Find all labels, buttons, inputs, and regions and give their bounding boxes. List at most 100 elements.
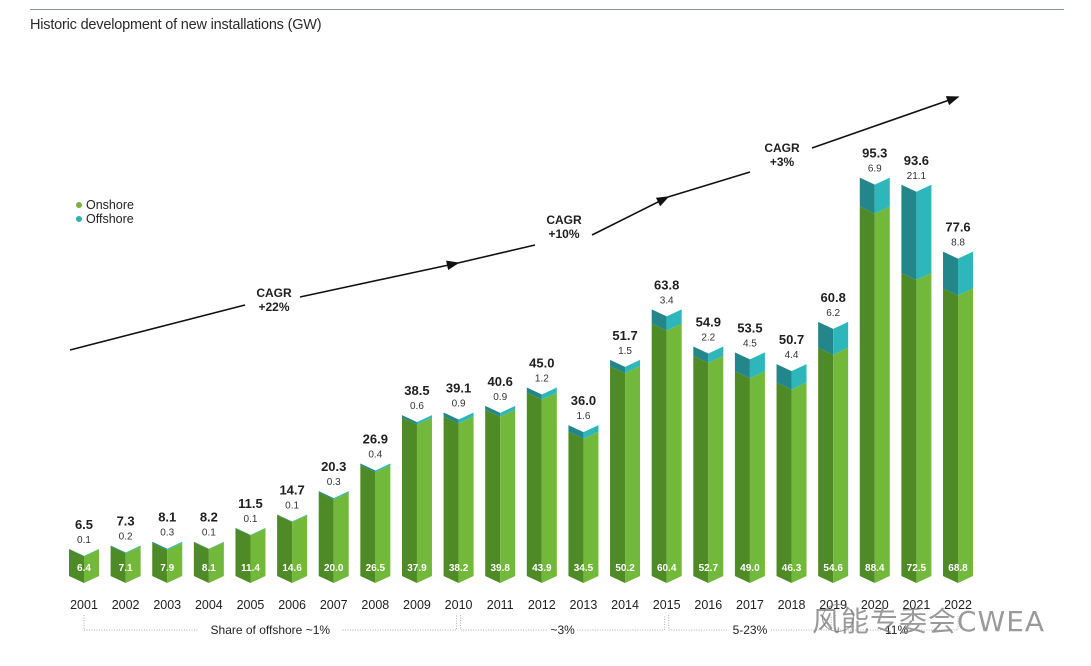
bar-2011: 40.6 0.9 39.8 2011 xyxy=(485,374,516,612)
bar-2016: 54.9 2.2 52.7 2016 xyxy=(693,315,724,612)
cagr-annotation: CAGR+3% xyxy=(667,96,960,198)
total-value-label: 40.6 xyxy=(488,374,513,389)
total-value-label: 36.0 xyxy=(571,393,596,408)
onshore-value-label: 52.7 xyxy=(699,563,719,574)
onshore-value-label: 54.6 xyxy=(823,563,843,574)
offshore-bar-left-face xyxy=(734,352,750,379)
cagr-value: +10% xyxy=(548,227,579,241)
onshore-bar-right-face xyxy=(208,542,224,583)
offshore-bar-right-face xyxy=(541,387,557,400)
offshore-bar-right-face xyxy=(84,548,99,557)
onshore-bar-left-face xyxy=(610,366,626,583)
offshore-value-label: 8.8 xyxy=(951,238,965,249)
offshore-bar-left-face xyxy=(818,321,834,355)
offshore-value-label: 0.1 xyxy=(77,535,91,546)
cagr-arrow-line xyxy=(69,304,246,351)
offshore-value-label: 6.9 xyxy=(868,164,882,175)
offshore-value-label: 1.5 xyxy=(618,346,632,357)
offshore-bar-left-face xyxy=(693,346,709,363)
total-value-label: 39.1 xyxy=(446,381,471,396)
offshore-bar-right-face xyxy=(916,184,932,280)
bracket-line-right xyxy=(577,615,666,631)
onshore-value-label: 8.1 xyxy=(202,563,216,574)
total-value-label: 53.5 xyxy=(737,320,762,335)
onshore-bar-left-face xyxy=(734,371,750,583)
offshore-bar-right-face xyxy=(500,405,516,417)
year-tick-label: 2014 xyxy=(611,598,639,612)
year-tick-label: 2009 xyxy=(403,598,431,612)
offshore-bar-left-face xyxy=(526,387,542,400)
offshore-bar-right-face xyxy=(708,346,724,363)
offshore-bar-left-face xyxy=(401,415,417,425)
total-value-label: 54.9 xyxy=(696,315,721,330)
offshore-bar-left-face xyxy=(651,309,667,331)
bar-2005: 11.5 0.1 11.4 2005 xyxy=(235,496,266,612)
year-tick-label: 2011 xyxy=(487,598,514,612)
onshore-value-label: 60.4 xyxy=(657,563,677,574)
onshore-value-label: 14.6 xyxy=(282,563,302,574)
bar-2022: 77.6 8.8 68.8 2022 xyxy=(943,220,974,612)
bracket-line-left xyxy=(460,615,549,631)
year-tick-label: 2015 xyxy=(653,598,681,612)
onshore-value-label: 26.5 xyxy=(366,563,386,574)
offshore-value-label: 4.4 xyxy=(785,350,799,361)
offshore-value-label: 2.2 xyxy=(701,333,715,344)
year-tick-label: 2017 xyxy=(736,598,764,612)
onshore-bar-right-face xyxy=(292,514,308,583)
total-value-label: 8.1 xyxy=(158,510,176,525)
offshore-share-bracket: ~3% xyxy=(460,615,666,637)
cagr-arrow-head xyxy=(591,196,670,236)
year-tick-label: 2018 xyxy=(778,598,806,612)
cagr-label: CAGR xyxy=(764,141,800,155)
onshore-value-label: 11.4 xyxy=(241,563,260,574)
onshore-value-label: 6.4 xyxy=(77,563,91,574)
year-tick-label: 2020 xyxy=(861,598,889,612)
onshore-value-label: 49.0 xyxy=(740,563,760,574)
onshore-bar-left-face xyxy=(859,206,875,583)
offshore-value-label: 0.1 xyxy=(202,528,216,539)
total-value-label: 14.7 xyxy=(279,483,304,498)
onshore-bar-right-face xyxy=(375,465,391,583)
bar-2006: 14.7 0.1 14.6 2006 xyxy=(277,483,308,612)
offshore-value-label: 0.1 xyxy=(244,514,258,525)
offshore-bar-right-face xyxy=(167,541,183,550)
onshore-bar-left-face xyxy=(318,492,334,583)
onshore-value-label: 7.1 xyxy=(119,563,133,574)
onshore-bar-right-face xyxy=(583,431,599,583)
bars-group: 6.50.16.420017.30.27.120028.10.37.920038… xyxy=(69,146,974,612)
offshore-value-label: 0.9 xyxy=(493,392,507,403)
total-value-label: 77.6 xyxy=(945,220,970,235)
legend: Onshore Offshore xyxy=(76,198,134,226)
onshore-bar-left-face xyxy=(277,514,293,583)
wechat-icon xyxy=(822,604,854,632)
offshore-bar-left-face xyxy=(277,514,293,522)
offshore-share-label: 5-23% xyxy=(733,623,768,637)
total-value-label: 95.3 xyxy=(862,146,887,161)
bar-2007: 20.3 0.3 20.0 2007 xyxy=(318,459,349,612)
legend-label-offshore: Offshore xyxy=(86,212,134,226)
offshore-bar-right-face xyxy=(333,491,349,500)
onshore-bar-left-face xyxy=(69,549,84,583)
bar-2003: 8.1 0.3 7.9 2003 xyxy=(152,510,183,612)
total-value-label: 63.8 xyxy=(654,277,679,292)
bar-2014: 51.7 1.5 50.2 2014 xyxy=(610,328,641,612)
bar-2012: 45.0 1.2 43.9 2012 xyxy=(526,355,557,612)
onshore-value-label: 37.9 xyxy=(407,563,427,574)
offshore-share-bracket: 5-23% xyxy=(668,615,832,637)
offshore-bar-right-face xyxy=(833,321,849,355)
onshore-bar-right-face xyxy=(708,355,724,583)
onshore-bar-right-face xyxy=(416,417,432,583)
year-tick-label: 2021 xyxy=(902,598,930,612)
offshore-value-label: 0.9 xyxy=(452,399,466,410)
offshore-bar-right-face xyxy=(874,177,890,214)
offshore-bar-left-face xyxy=(485,405,501,417)
total-value-label: 26.9 xyxy=(363,432,388,447)
total-value-label: 93.6 xyxy=(904,153,929,168)
offshore-value-label: 0.3 xyxy=(160,528,174,539)
onshore-value-label: 38.2 xyxy=(449,563,469,574)
cagr-label: CAGR xyxy=(256,286,292,300)
offshore-bar-left-face xyxy=(859,177,875,214)
offshore-bar-left-face xyxy=(110,545,126,554)
onshore-bar-right-face xyxy=(625,366,641,583)
